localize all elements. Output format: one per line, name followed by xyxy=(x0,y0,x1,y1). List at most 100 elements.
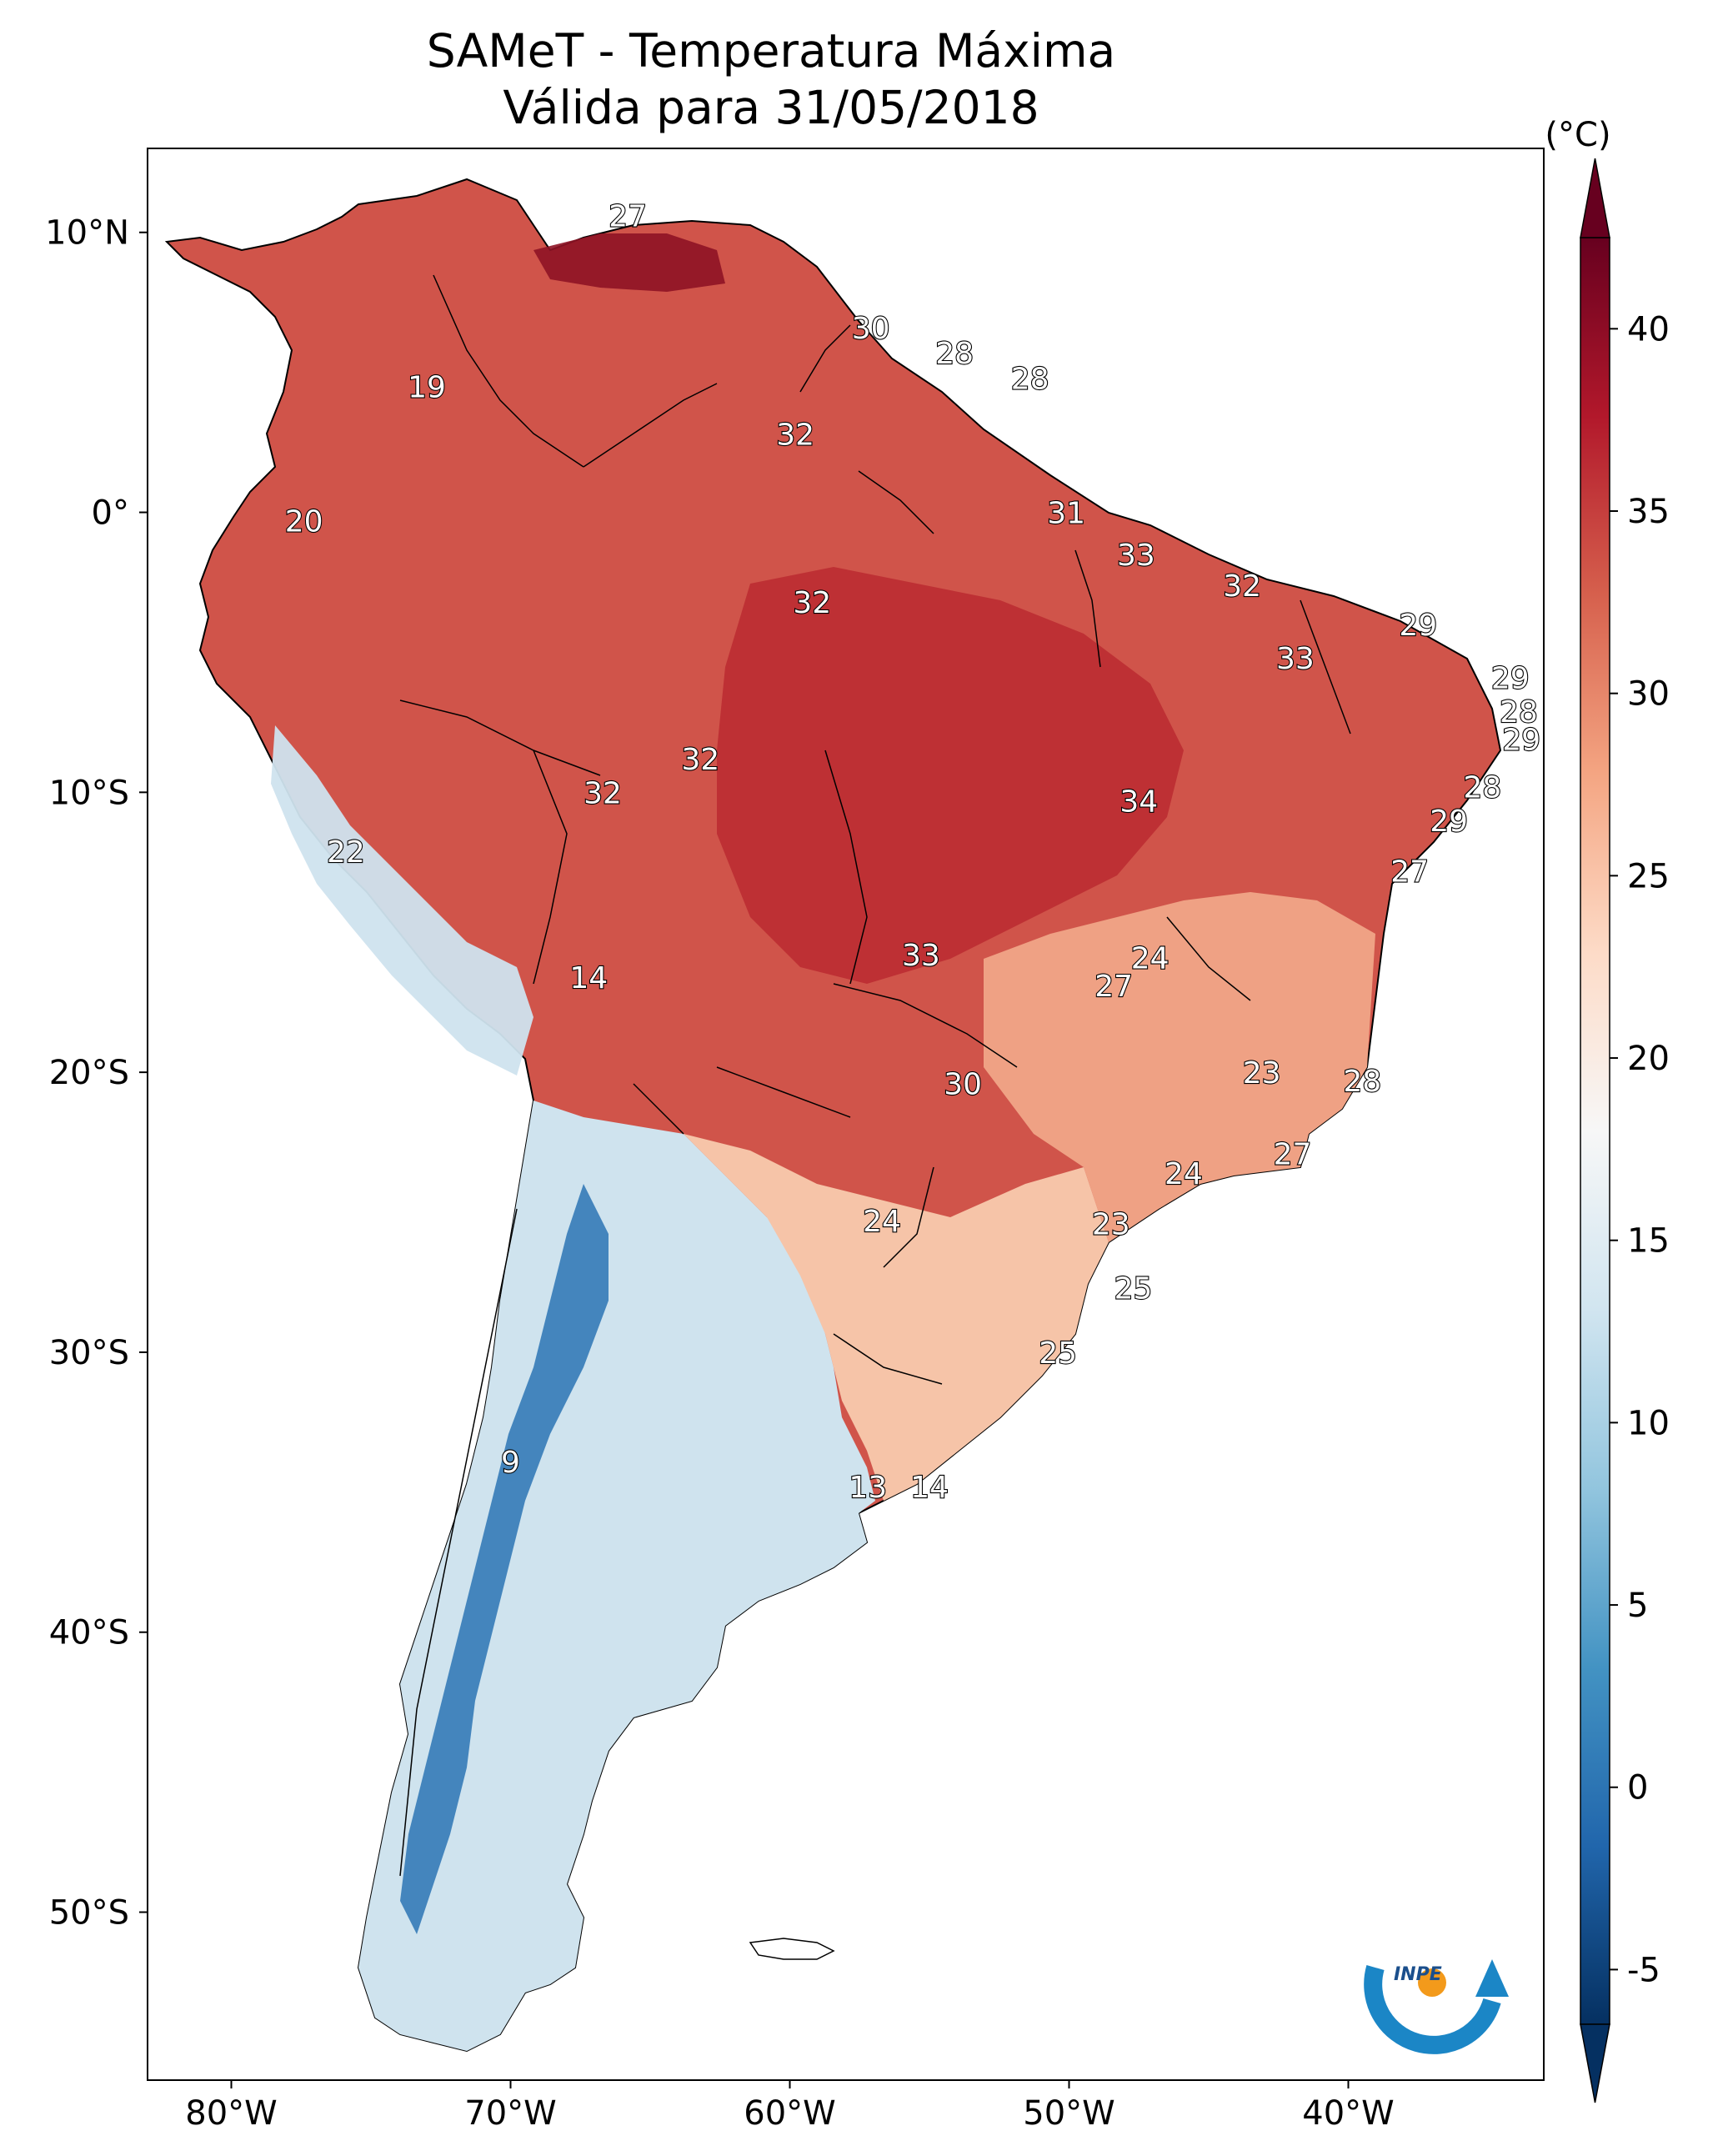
cool-south-zone xyxy=(358,1101,875,2051)
lon-label: 60°W xyxy=(744,2094,835,2133)
border-line xyxy=(799,324,851,393)
temperature-label: 28 xyxy=(1343,1065,1381,1099)
logo-arrow xyxy=(1475,1959,1509,1997)
cool-andes-zone xyxy=(271,725,533,1075)
temperature-label: 24 xyxy=(1165,1157,1203,1191)
border-line xyxy=(883,1166,934,1268)
lat-label: 0° xyxy=(92,494,129,533)
lon-label: 70°W xyxy=(464,2094,556,2133)
temperature-label: 20 xyxy=(285,505,323,539)
temperature-label: 33 xyxy=(1117,539,1155,573)
border-line xyxy=(399,1208,518,1877)
colorbar-tick-label: 10 xyxy=(1627,1404,1670,1442)
border-line xyxy=(399,699,601,776)
lon-label: 80°W xyxy=(185,2094,277,2133)
temperature-label: 14 xyxy=(569,961,608,995)
colorbar-ticks: 40 35 30 25 20 15 10 5 0 -5 xyxy=(1610,310,1670,1989)
temperature-label: 27 xyxy=(1094,970,1133,1004)
border-line xyxy=(824,750,868,985)
border-line xyxy=(1074,549,1101,668)
colorbar-unit: (°C) xyxy=(1545,116,1610,154)
colorbar-tick-label: 35 xyxy=(1627,493,1670,531)
temperature-label: 27 xyxy=(609,200,647,234)
temperature-label: 32 xyxy=(776,419,814,453)
map-subtitle: Válida para 31/05/2018 xyxy=(503,81,1039,134)
temperature-label: 32 xyxy=(584,776,622,810)
map-title: SAMeT - Temperatura Máxima xyxy=(426,24,1116,78)
colorbar-tick-label: 20 xyxy=(1627,1040,1670,1078)
logo-text: INPE xyxy=(1394,1964,1442,1985)
colorbar-tick-label: 25 xyxy=(1627,857,1670,895)
temperature-label: 23 xyxy=(1092,1207,1130,1241)
border-line xyxy=(833,983,1018,1068)
colorbar-tick-label: 0 xyxy=(1627,1769,1648,1808)
temperature-label: 30 xyxy=(944,1068,982,1102)
temperature-label: 19 xyxy=(408,370,446,404)
border-line xyxy=(433,274,584,468)
temperature-label: 28 xyxy=(1500,695,1538,730)
border-line xyxy=(1166,916,1251,1001)
hot-north-zone xyxy=(533,233,725,292)
temperature-label: 34 xyxy=(1119,785,1158,819)
falkland-islands xyxy=(749,1938,835,1960)
lat-label: 40°S xyxy=(49,1614,129,1652)
temperature-label: 24 xyxy=(863,1205,901,1239)
lat-label: 10°S xyxy=(49,774,129,812)
lat-label: 30°S xyxy=(49,1334,129,1372)
colorbar-bottom-arrow xyxy=(1580,2023,1610,2103)
border-line xyxy=(633,1083,684,1135)
colorbar-tick-label: 15 xyxy=(1627,1222,1670,1261)
colorbar-top-arrow xyxy=(1580,158,1610,238)
mild-southeast-zone xyxy=(684,1134,1109,1501)
temperature-label: 29 xyxy=(1430,805,1468,839)
temperature-label: 32 xyxy=(681,743,719,777)
logo-sun xyxy=(1418,1968,1446,1997)
lon-label: 50°W xyxy=(1023,2094,1114,2133)
temperature-label: 31 xyxy=(1047,497,1085,531)
lat-label: 10°N xyxy=(45,214,129,253)
temperature-label: 30 xyxy=(852,312,890,346)
border-line xyxy=(583,383,718,468)
logo-swoosh xyxy=(1364,1964,1501,2054)
temperature-label: 23 xyxy=(1243,1056,1281,1091)
border-line xyxy=(1300,599,1351,735)
temperature-label: 28 xyxy=(935,337,974,371)
lon-label: 40°W xyxy=(1302,2094,1394,2133)
temperature-label: 27 xyxy=(1390,855,1429,889)
inpe-logo: INPE xyxy=(1364,1959,1509,2054)
map-border xyxy=(147,148,1545,2081)
mild-brazil-zone xyxy=(984,892,1375,1242)
colorbar-tick-label: 40 xyxy=(1627,310,1670,348)
temperature-label: 28 xyxy=(1011,362,1049,396)
temperature-label: 9 xyxy=(501,1446,520,1480)
longitude-labels: 80°W 70°W 60°W 50°W 40°W xyxy=(185,2080,1395,2133)
temperature-label: 28 xyxy=(1463,771,1501,805)
colorbar-body xyxy=(1580,237,1610,2025)
temperature-label: 13 xyxy=(849,1471,887,1505)
temperature-label: 22 xyxy=(327,835,365,870)
country-borders xyxy=(399,274,1351,1877)
temperature-label: 27 xyxy=(1274,1138,1312,1172)
temperature-label: 25 xyxy=(1039,1336,1077,1371)
temperature-label: 24 xyxy=(1131,941,1170,975)
temperature-label: 32 xyxy=(1223,569,1261,604)
colorbar-tick-label: -5 xyxy=(1627,1951,1660,1989)
border-line xyxy=(716,1066,851,1118)
temperature-label: 33 xyxy=(902,939,940,973)
colorbar-tick-label: 5 xyxy=(1627,1587,1648,1625)
border-line xyxy=(833,1333,943,1385)
temperature-label: 29 xyxy=(1502,724,1540,758)
temperature-label: 29 xyxy=(1399,609,1437,643)
hot-center-zone xyxy=(717,567,1184,984)
temperature-label: 29 xyxy=(1491,662,1530,696)
temperature-label: 25 xyxy=(1114,1272,1153,1306)
latitude-labels: 10°N 0° 10°S 20°S 30°S 40°S 50°S xyxy=(45,214,148,1933)
lat-label: 20°S xyxy=(49,1054,129,1092)
border-line xyxy=(858,470,934,534)
lat-label: 50°S xyxy=(49,1894,129,1933)
cold-andes-zone xyxy=(400,1184,609,1934)
colorbar-tick-label: 30 xyxy=(1627,675,1670,714)
